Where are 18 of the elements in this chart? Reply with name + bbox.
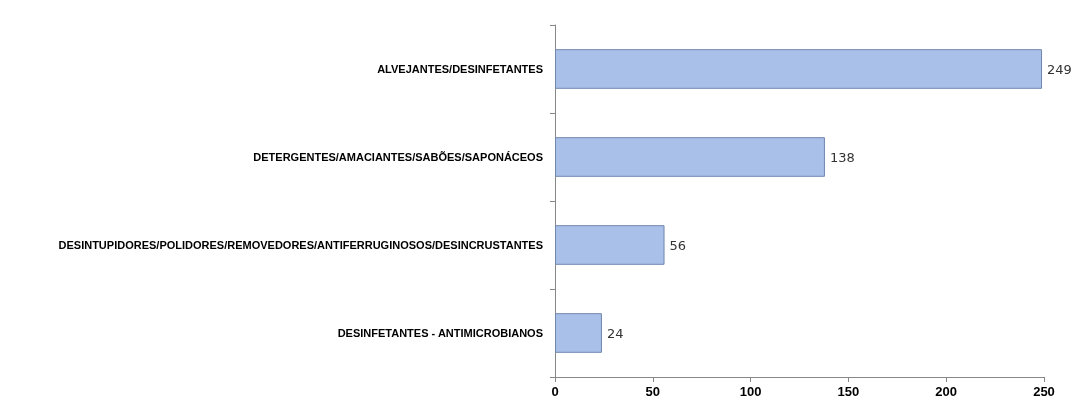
y-tick-label: DETERGENTES/AMACIANTES/SABÕES/SAPONÁCEOS bbox=[253, 151, 543, 163]
y-tick-label: DESINFETANTES - ANTIMICROBIANOS bbox=[337, 327, 543, 339]
x-tick-label: 0 bbox=[551, 384, 559, 399]
bar bbox=[555, 225, 665, 265]
data-label: 56 bbox=[669, 237, 687, 253]
bar bbox=[555, 137, 825, 177]
data-label: 24 bbox=[606, 325, 624, 341]
bar bbox=[555, 313, 602, 353]
x-tick-label: 250 bbox=[1033, 384, 1055, 399]
data-label: 138 bbox=[829, 149, 855, 165]
data-label: 249 bbox=[1047, 61, 1072, 77]
x-tick-label: 150 bbox=[837, 384, 860, 399]
x-tick-label: 100 bbox=[739, 384, 762, 399]
y-tick-label: ALVEJANTES/DESINFETANTES bbox=[377, 63, 543, 75]
bar bbox=[555, 49, 1043, 89]
x-tick-label: 200 bbox=[935, 384, 958, 399]
y-tick-label: DESINTUPIDORES/POLIDORES/REMOVEDORES/ANTIFERRUGINOSOS/DESINCRUSTANTES bbox=[58, 239, 543, 251]
x-tick-label: 50 bbox=[645, 384, 661, 399]
